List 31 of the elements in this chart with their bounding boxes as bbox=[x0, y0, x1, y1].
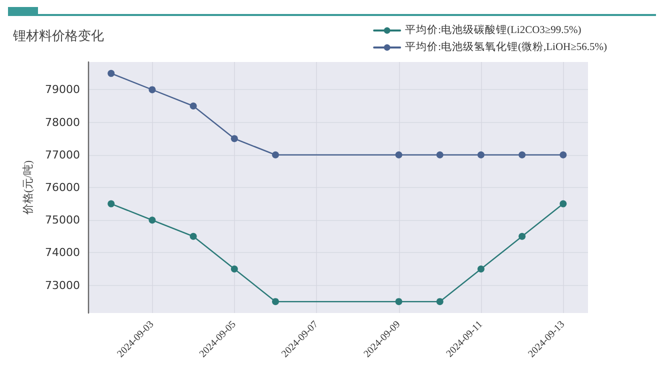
point bbox=[518, 151, 526, 158]
legend-label: 平均价:电池级氢氧化锂(微粉,LiOH≥56.5%) bbox=[405, 40, 608, 53]
chart-title: 锂材料价格变化 bbox=[12, 28, 104, 43]
point bbox=[190, 102, 197, 110]
point bbox=[230, 135, 238, 142]
y-tick-label: 77000 bbox=[45, 148, 80, 162]
point bbox=[230, 265, 238, 272]
point bbox=[436, 151, 444, 158]
point bbox=[395, 298, 402, 306]
y-tick-label: 78000 bbox=[45, 116, 80, 129]
point bbox=[272, 298, 279, 306]
legend-label: 平均价:电池级碳酸锂(Li2CO3≥99.5%) bbox=[405, 23, 582, 36]
point bbox=[190, 232, 197, 240]
point bbox=[560, 151, 567, 158]
point bbox=[477, 151, 484, 158]
point bbox=[560, 200, 567, 208]
point bbox=[395, 151, 402, 158]
point bbox=[148, 216, 156, 224]
y-tick-label: 79000 bbox=[45, 83, 80, 96]
y-tick-label: 73000 bbox=[45, 278, 80, 292]
y-tick-label: 75000 bbox=[45, 214, 80, 227]
y-tick-label: 74000 bbox=[45, 246, 80, 260]
point bbox=[148, 86, 156, 94]
y-tick-label: 76000 bbox=[45, 181, 80, 194]
point bbox=[436, 298, 444, 306]
point bbox=[477, 265, 484, 272]
point bbox=[108, 70, 115, 77]
point bbox=[108, 200, 115, 208]
point bbox=[272, 151, 279, 158]
point bbox=[518, 232, 526, 240]
y-axis-title: 价格(元/吨) bbox=[22, 160, 35, 216]
